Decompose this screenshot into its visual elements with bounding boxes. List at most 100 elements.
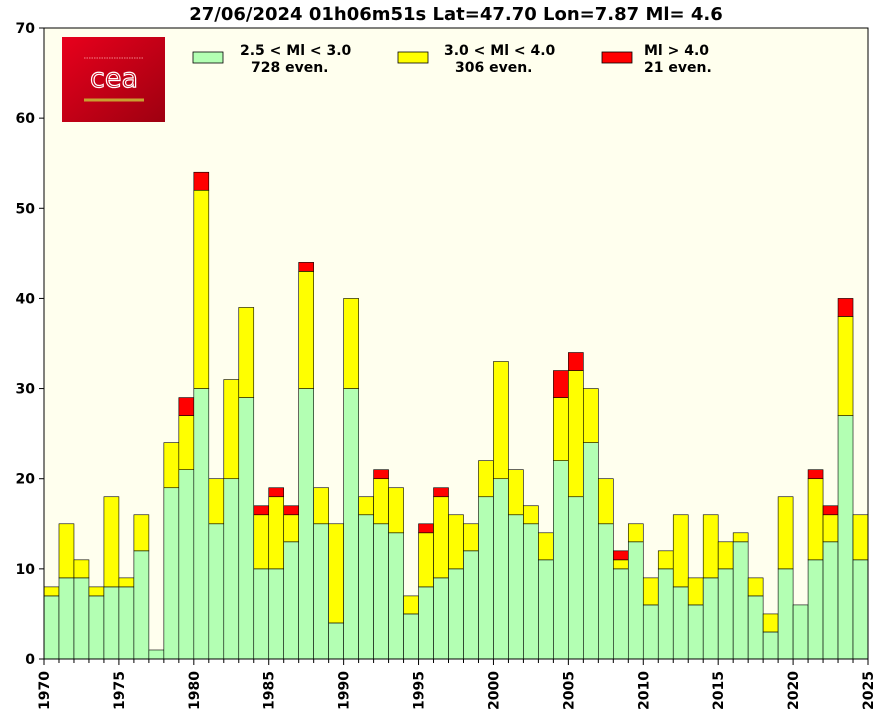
bar-1991-series-0 [358, 514, 374, 660]
bar-2005-series-2 [568, 352, 584, 371]
bar-2013-series-0 [687, 604, 704, 660]
bar-1996-series-2 [433, 487, 449, 498]
legend-label-high: Ml > 4.0 [644, 43, 709, 59]
bar-2007-series-1 [598, 478, 614, 525]
bar-2019-series-0 [777, 568, 794, 660]
legend-label-low: 2.5 < Ml < 3.0 [240, 43, 352, 59]
bar-2018-series-0 [762, 631, 779, 660]
bar-2020-series-0 [792, 604, 809, 660]
x-tick-label: 2020 [786, 671, 802, 710]
bar-2013-series-1 [687, 577, 704, 606]
bar-1989-series-0 [328, 622, 344, 660]
x-tick-label: 1980 [187, 671, 203, 710]
bar-1977-series-0 [148, 649, 165, 660]
bar-2008-series-2 [613, 550, 629, 561]
bar-1984-series-0 [253, 568, 270, 660]
bar-1983-series-1 [238, 307, 255, 398]
bar-2019-series-1 [777, 496, 794, 570]
bar-1971-series-1 [58, 523, 75, 579]
y-tick-label: 10 [16, 562, 36, 578]
bar-1981-series-0 [208, 523, 225, 660]
bar-1971-series-0 [58, 577, 75, 660]
bar-1985-series-0 [268, 568, 285, 660]
bar-1970-series-0 [43, 595, 60, 660]
bar-2009-series-1 [627, 523, 644, 543]
bar-2015-series-1 [717, 541, 734, 570]
bar-1990-series-1 [343, 298, 359, 389]
bar-1992-series-2 [373, 469, 389, 480]
bar-1993-series-0 [388, 532, 404, 660]
bar-2021-series-1 [807, 478, 824, 561]
x-tick-label: 2000 [486, 671, 502, 710]
bar-1980-series-1 [193, 189, 210, 389]
y-tick-label: 30 [16, 382, 36, 398]
bar-2023-series-1 [837, 316, 854, 416]
bar-1984-series-1 [253, 514, 270, 570]
bar-2006-series-0 [583, 442, 599, 660]
bar-2022-series-0 [822, 541, 839, 660]
bar-2010-series-1 [642, 577, 659, 606]
bar-2006-series-1 [583, 388, 599, 443]
bar-1973-series-1 [88, 586, 105, 597]
bar-1994-series-0 [403, 613, 419, 660]
x-tick-label: 1970 [37, 671, 53, 710]
x-tick-label: 2005 [561, 671, 577, 710]
x-tick-label: 2010 [636, 671, 652, 710]
bar-1978-series-1 [163, 442, 180, 489]
bar-2017-series-1 [747, 577, 764, 597]
bar-2003-series-1 [538, 532, 554, 561]
bar-2010-series-0 [642, 604, 659, 660]
bar-2016-series-0 [732, 541, 749, 660]
bar-1990-series-0 [343, 388, 359, 660]
bar-1996-series-0 [433, 577, 449, 660]
plot-frame [43, 27, 869, 660]
bar-2000-series-1 [493, 361, 509, 480]
bar-1998-series-1 [463, 523, 479, 552]
bar-1987-series-0 [298, 388, 314, 660]
x-axis: 1970 1975 1980 1985 1990 1995 2000 2005 2010 2015… [37, 659, 874, 710]
y-tick-label: 70 [16, 21, 36, 37]
bar-1987-series-2 [298, 262, 314, 272]
legend-count-mid: 306 even. [455, 60, 533, 76]
bar-1981-series-1 [208, 478, 225, 525]
bar-1975-series-0 [118, 586, 135, 660]
y-tick-label: 0 [25, 652, 35, 668]
bar-2001-series-1 [508, 469, 524, 516]
bar-1995-series-1 [418, 532, 434, 588]
bar-1984-series-2 [253, 505, 270, 516]
bar-2003-series-0 [538, 559, 554, 660]
bar-1974-series-1 [103, 496, 120, 588]
y-tick-label: 40 [16, 291, 36, 307]
bar-1970-series-1 [43, 586, 60, 597]
cea-logo: cea [62, 37, 165, 122]
bar-1980-series-2 [193, 171, 210, 191]
bar-1992-series-1 [373, 478, 389, 525]
bar-1982-series-1 [223, 379, 240, 480]
bar-2001-series-0 [508, 514, 524, 660]
x-tick-label: 1985 [262, 671, 278, 710]
legend-count-high: 21 even. [644, 60, 712, 76]
y-tick-label: 20 [16, 472, 36, 488]
legend-label-mid: 3.0 < Ml < 4.0 [444, 43, 556, 59]
bar-1975-series-1 [118, 577, 135, 588]
bar-1974-series-0 [103, 586, 120, 660]
bar-1999-series-1 [478, 460, 494, 498]
bar-2015-series-0 [717, 568, 734, 660]
logo-background [62, 37, 165, 122]
bar-1988-series-0 [313, 523, 329, 660]
x-tick-label: 2025 [861, 671, 874, 710]
bar-2014-series-1 [702, 514, 719, 579]
legend-count-low: 728 even. [251, 60, 329, 76]
bar-1996-series-1 [433, 496, 449, 579]
bar-1972-series-1 [73, 559, 90, 579]
legend-swatch-mid [397, 51, 429, 64]
bar-2000-series-0 [493, 478, 509, 660]
bar-2023-series-0 [837, 415, 854, 660]
bar-2014-series-0 [702, 577, 719, 660]
bar-1976-series-0 [133, 550, 150, 660]
bar-2024-series-1 [852, 514, 869, 561]
bar-2004-series-1 [553, 397, 569, 461]
bar-2022-series-2 [822, 505, 839, 516]
bar-1999-series-0 [478, 496, 494, 660]
bar-1995-series-0 [418, 586, 434, 660]
